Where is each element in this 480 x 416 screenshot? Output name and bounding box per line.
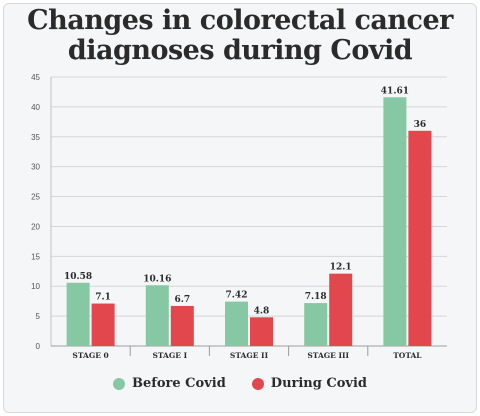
bar-during-covid xyxy=(170,305,194,346)
bar-before-covid xyxy=(383,97,407,346)
y-tick-label: 25 xyxy=(31,193,40,202)
bar-during-covid xyxy=(329,273,353,346)
bar-value-label: 7.1 xyxy=(95,293,111,303)
legend-item-during: During Covid xyxy=(251,376,367,391)
legend: Before Covid During Covid xyxy=(0,376,480,391)
bar-before-covid xyxy=(304,303,328,346)
category-label: STAGE III xyxy=(307,351,349,360)
y-tick-label: 10 xyxy=(31,282,40,291)
bar-value-label: 7.18 xyxy=(305,292,327,302)
bar-before-covid xyxy=(145,285,169,346)
y-tick-label: 0 xyxy=(36,342,41,351)
category-label: STAGE 0 xyxy=(72,351,108,360)
bar-value-label: 36 xyxy=(414,120,427,130)
y-tick-label: 20 xyxy=(31,222,40,231)
bar-value-label: 4.8 xyxy=(254,306,270,316)
category-label: STAGE I xyxy=(152,351,187,360)
bar-during-covid xyxy=(250,317,273,346)
bar-before-covid xyxy=(66,282,90,346)
y-tick-label: 5 xyxy=(36,312,41,321)
bar-value-label: 12.1 xyxy=(330,263,352,273)
y-tick-label: 45 xyxy=(31,73,40,82)
bar-value-label: 10.58 xyxy=(64,272,92,282)
bar-value-label: 6.7 xyxy=(174,295,190,305)
category-label: TOTAL xyxy=(393,351,422,360)
legend-label-before: Before Covid xyxy=(132,376,226,391)
bar-during-covid xyxy=(408,130,432,346)
chart-title-line-2: diagnoses during Covid xyxy=(67,35,413,66)
bar-before-covid xyxy=(225,301,248,346)
y-tick-label: 40 xyxy=(31,103,40,112)
legend-item-before: Before Covid xyxy=(113,376,226,391)
y-tick-label: 35 xyxy=(31,133,40,142)
legend-label-during: During Covid xyxy=(270,376,367,391)
category-label: STAGE II xyxy=(230,351,269,360)
chart-title-line-1: Changes in colorectal cancer xyxy=(27,5,453,36)
bar-value-label: 41.61 xyxy=(381,86,409,96)
legend-swatch-before xyxy=(113,377,126,390)
y-tick-label: 15 xyxy=(31,252,40,261)
bar-value-label: 10.16 xyxy=(143,274,171,284)
bar-during-covid xyxy=(91,303,115,346)
legend-swatch-during xyxy=(251,377,264,390)
bar-value-label: 7.42 xyxy=(226,291,248,301)
chart-title: Changes in colorectal cancer diagnoses d… xyxy=(0,6,480,66)
y-tick-label: 30 xyxy=(31,163,40,172)
